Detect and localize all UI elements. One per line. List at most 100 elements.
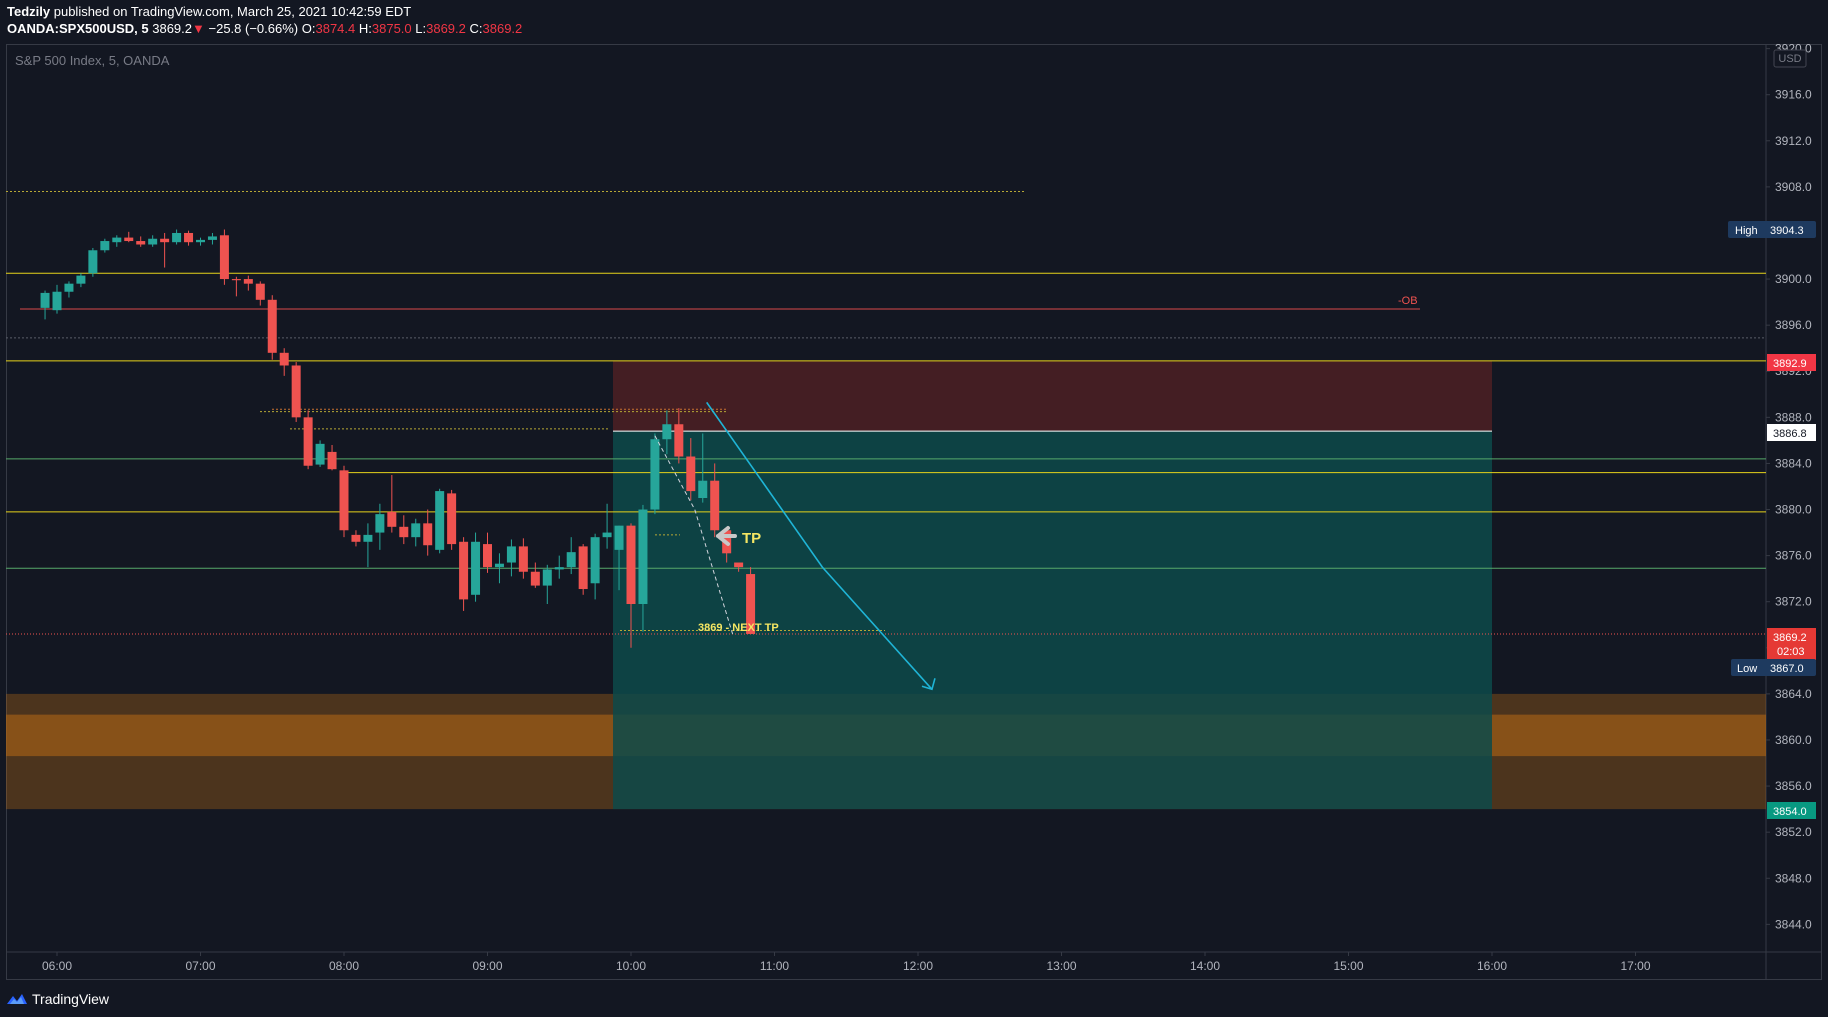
stop-badge: 3892.9 xyxy=(1767,354,1816,371)
candle xyxy=(674,408,684,464)
y-tick-label: 3844.0 xyxy=(1775,917,1812,931)
candle-body xyxy=(471,541,481,595)
tp-label: TP xyxy=(742,530,761,547)
candle xyxy=(196,237,205,246)
candle-body xyxy=(530,571,540,586)
x-tick-label: 08:00 xyxy=(329,959,359,973)
x-tick-label: 09:00 xyxy=(472,959,502,973)
candle-body xyxy=(339,470,349,531)
candle-body xyxy=(662,424,672,440)
candle xyxy=(291,362,301,422)
candle-body xyxy=(243,279,253,284)
drawings-layer xyxy=(654,401,936,691)
low-badge-value: 3867.0 xyxy=(1770,663,1804,675)
high-badge-label: High xyxy=(1735,225,1758,237)
price-change: −25.8 (−0.66%) xyxy=(208,21,299,36)
candle xyxy=(136,236,146,247)
candle xyxy=(650,433,660,515)
candle xyxy=(124,231,134,243)
candle-body xyxy=(387,511,397,527)
candle-body xyxy=(160,238,170,243)
candle-body xyxy=(351,534,361,542)
candle xyxy=(76,273,86,288)
candle xyxy=(411,518,421,547)
candle xyxy=(243,275,253,291)
take-profit-zone xyxy=(613,431,1492,810)
candle xyxy=(578,544,588,595)
candle-body xyxy=(554,567,564,570)
candle-body xyxy=(76,275,86,284)
low-badge-label: Low xyxy=(1737,663,1757,675)
candle-body xyxy=(100,241,110,251)
candle-body xyxy=(196,239,205,243)
y-tick-label: 3852.0 xyxy=(1775,825,1812,839)
candle xyxy=(542,564,552,605)
entry-badge: 3886.8 xyxy=(1767,424,1816,441)
candle xyxy=(399,515,409,545)
x-tick-label: 07:00 xyxy=(185,959,215,973)
candles-layer xyxy=(40,229,756,648)
y-tick-label: 3876.0 xyxy=(1775,549,1812,563)
stop-loss-zone xyxy=(613,360,1492,432)
candle xyxy=(255,281,265,306)
tradingview-brand: TradingView xyxy=(32,991,110,1007)
candle-body xyxy=(184,232,194,243)
candle xyxy=(184,230,194,246)
candle-body xyxy=(124,237,134,242)
price-axis: 3920.03916.03912.03908.03904.03900.03896… xyxy=(1766,42,1812,931)
y-tick-label: 3888.0 xyxy=(1775,410,1812,424)
y-tick-label: 3860.0 xyxy=(1775,733,1812,747)
candle xyxy=(435,488,445,554)
x-tick-label: 11:00 xyxy=(760,959,789,973)
candle xyxy=(518,538,528,579)
candle xyxy=(112,235,122,247)
candle-body xyxy=(136,241,146,245)
author-name[interactable]: Tedzily xyxy=(7,4,51,19)
candle xyxy=(746,567,756,634)
publish-header: Tedzily published on TradingView.com, Ma… xyxy=(0,0,1828,44)
left-arrow-icon xyxy=(716,526,737,546)
candle xyxy=(530,562,540,588)
candle xyxy=(64,281,74,298)
zones-layer xyxy=(6,360,1766,810)
x-tick-label: 15:00 xyxy=(1333,959,1363,973)
candle-body xyxy=(327,451,337,470)
low-value: 3869.2 xyxy=(426,21,466,36)
ohlc-legend: OANDA:SPX500USD, 5 3869.2▼ −25.8 (−0.66%… xyxy=(7,21,522,36)
candle-body xyxy=(88,250,98,274)
y-tick-label: 3880.0 xyxy=(1775,503,1812,517)
high-badge-value: 3904.3 xyxy=(1770,225,1804,237)
candle xyxy=(88,247,98,277)
candle xyxy=(279,348,289,376)
close-value: 3869.2 xyxy=(482,21,523,36)
candle-body xyxy=(626,525,636,605)
candle-body xyxy=(734,562,744,568)
candle-body xyxy=(219,235,229,280)
candle-body xyxy=(542,569,552,586)
candle-body xyxy=(52,291,62,311)
y-tick-label: 3908.0 xyxy=(1775,180,1812,194)
candle xyxy=(734,562,744,572)
high-value: 3875.0 xyxy=(371,21,412,36)
close-label: C: xyxy=(469,21,483,36)
footer-brand[interactable]: TradingView xyxy=(6,988,109,1010)
projection-arrow-head xyxy=(921,678,936,691)
y-tick-label: 3884.0 xyxy=(1775,456,1812,470)
chart-symbol-label: S&P 500 Index, 5, OANDA xyxy=(15,53,170,68)
candle xyxy=(506,539,516,577)
publish-info: Tedzily published on TradingView.com, Ma… xyxy=(7,4,411,19)
candle-body xyxy=(494,563,504,568)
last-price-badge-value: 3869.2 xyxy=(1773,632,1807,644)
candle-body xyxy=(483,544,492,568)
published-text: published on TradingView.com, March 25, … xyxy=(53,4,412,19)
x-tick-label: 10:00 xyxy=(616,959,646,973)
candle-body xyxy=(746,574,756,634)
candle-body xyxy=(267,299,277,353)
y-tick-label: 3900.0 xyxy=(1775,272,1812,286)
levels-layer xyxy=(6,190,1766,635)
candle xyxy=(483,532,492,573)
candle xyxy=(267,295,277,360)
countdown-timer: 02:03 xyxy=(1777,646,1805,658)
candle xyxy=(387,474,397,533)
